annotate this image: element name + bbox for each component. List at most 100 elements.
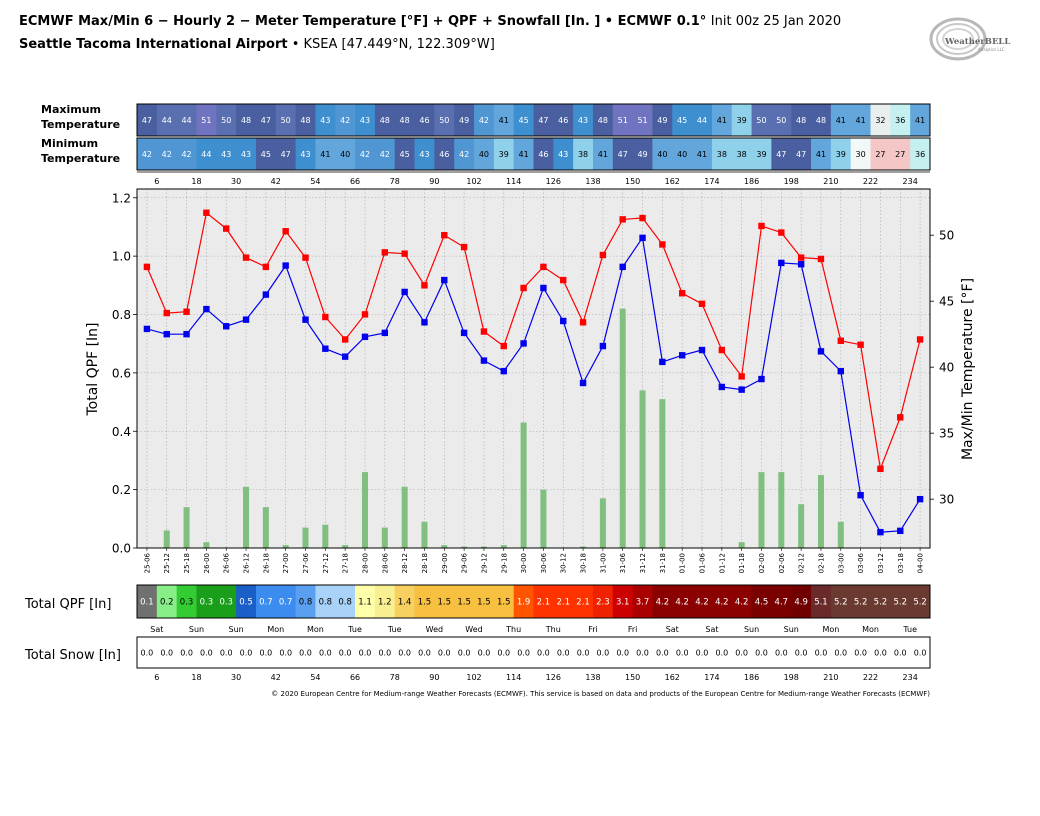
min-temp-point <box>817 348 825 355</box>
max-temp-table-value: 41 <box>499 116 509 125</box>
max-temp-table-cell <box>493 104 515 136</box>
qpf-table-value: 5.2 <box>874 598 888 608</box>
chart-title-main: ECMWF Max/Min 6 − Hourly 2 − Meter Tempe… <box>19 14 707 29</box>
qpf-bar <box>282 545 289 548</box>
day-name-label: Tue <box>387 625 402 634</box>
min-temp-table-cell <box>196 138 217 170</box>
snow-table-cell <box>672 637 693 668</box>
qpf-table-value: 4.7 <box>775 598 789 608</box>
qpf-bar <box>203 542 210 548</box>
min-temp-table-cell <box>573 138 594 170</box>
snow-table-cell <box>474 637 495 668</box>
qpf-bar <box>421 521 428 548</box>
snow-table-cell <box>771 637 792 668</box>
x-axis-tick-label: 28-00 <box>361 553 369 573</box>
chart-subtitle: Seattle Tacoma International Airport • K… <box>19 37 495 52</box>
max-temp-point <box>877 465 884 473</box>
qpf-table-cell <box>791 585 812 618</box>
max-temp-point <box>183 308 190 315</box>
max-temp-table-cell <box>573 104 594 136</box>
min-temp-table-value: 38 <box>717 150 727 159</box>
qpf-bar <box>619 308 626 548</box>
min-temp-table-cell <box>612 138 634 170</box>
day-name-label: Wed <box>426 625 443 634</box>
day-name-label: Thu <box>545 625 561 634</box>
forecast-hour-label: 42 <box>271 177 281 186</box>
min-temp-table-cell <box>434 138 455 170</box>
snow-table-cell <box>612 637 634 668</box>
max-temp-point <box>579 319 587 326</box>
x-axis-tick-label: 28-12 <box>401 553 409 573</box>
snow-table-cell <box>295 637 316 668</box>
forecast-hour-label: 30 <box>231 177 241 186</box>
snow-table-cell <box>275 637 296 668</box>
min-temp-table-cell <box>632 138 653 170</box>
max-temp-point <box>480 328 488 335</box>
left-axis-tick-label: 1.2 <box>112 191 131 205</box>
snow-table-value: 0.0 <box>200 648 213 657</box>
qpf-bar <box>758 472 765 548</box>
x-axis-tick-label: 03-00 <box>837 553 845 573</box>
snow-table-value: 0.0 <box>478 648 491 657</box>
min-temp-point <box>778 259 785 267</box>
max-temp-table-cell <box>414 104 435 136</box>
snow-table-cell <box>394 637 415 668</box>
max-temp-table-value: 48 <box>796 116 806 125</box>
max-temp-table-value: 41 <box>915 116 925 125</box>
min-temp-table-cell <box>315 138 336 170</box>
max-temp-table-value: 48 <box>241 116 251 125</box>
qpf-table-cell <box>295 585 316 618</box>
min-temp-point <box>857 492 864 499</box>
min-temp-point <box>540 284 547 292</box>
left-axis-tick-label: 1.0 <box>112 250 131 264</box>
max-temp-table-cell <box>275 104 296 136</box>
min-temp-table-cell <box>791 138 812 170</box>
qpf-table-value: 0.1 <box>140 598 154 608</box>
x-axis-tick-label: 30-18 <box>580 553 588 573</box>
qpf-table-value: 1.9 <box>517 598 531 608</box>
min-temp-table-value: 46 <box>538 150 548 159</box>
min-temp-table-value: 27 <box>895 150 905 159</box>
snow-table-value: 0.0 <box>815 648 828 657</box>
min-temp-table-cell <box>910 138 931 170</box>
min-temp-point <box>619 263 626 271</box>
x-axis-tick-label: 31-06 <box>619 552 627 573</box>
max-temp-table-cell <box>711 104 733 136</box>
qpf-table-cell <box>731 585 752 618</box>
forecast-hour-label: 150 <box>625 673 640 682</box>
max-temp-point <box>203 209 210 216</box>
min-temp-table-value: 49 <box>637 150 647 159</box>
max-temp-point <box>381 249 389 256</box>
qpf-table-value: 4.2 <box>735 598 749 608</box>
max-temp-table-cell <box>652 104 673 136</box>
snow-table-cell <box>493 637 515 668</box>
snow-table-value: 0.0 <box>755 648 768 657</box>
day-name-label: Sun <box>229 625 244 634</box>
max-temp-point <box>599 251 607 259</box>
x-axis-tick-label: 26-00 <box>203 553 211 573</box>
min-temp-table-value: 42 <box>459 150 469 159</box>
min-temp-point <box>718 383 726 391</box>
max-temp-point <box>718 346 726 354</box>
forecast-hour-label: 102 <box>466 177 481 186</box>
max-temp-table-cell <box>771 104 792 136</box>
plot-background <box>137 189 930 548</box>
x-axis-tick-label: 28-18 <box>421 553 429 573</box>
max-temp-table-value: 44 <box>697 116 707 125</box>
qpf-table-cell <box>315 585 336 618</box>
qpf-table-cell <box>196 585 217 618</box>
min-temp-table-cell <box>672 138 693 170</box>
max-temp-point <box>163 309 170 317</box>
max-temp-table-cell <box>830 104 852 136</box>
max-temp-table-value: 47 <box>142 116 152 125</box>
min-temp-point <box>242 316 250 323</box>
day-name-label: Tue <box>347 625 362 634</box>
min-temp-table-value: 30 <box>856 150 866 159</box>
qpf-bar <box>381 527 388 548</box>
snow-row-label: Total Snow [In] <box>24 648 121 663</box>
max-temp-table-value: 41 <box>717 116 727 125</box>
min-temp-table-cell <box>295 138 316 170</box>
max-temp-table-cell <box>355 104 376 136</box>
min-temp-table-value: 40 <box>479 150 489 159</box>
max-temp-table-cell <box>612 104 634 136</box>
